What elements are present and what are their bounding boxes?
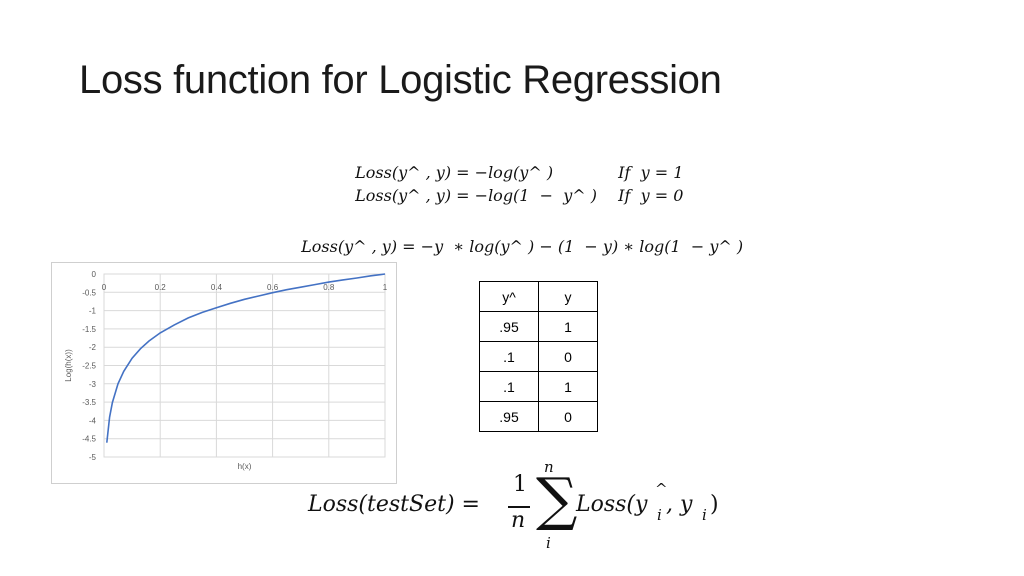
fraction-numerator: 1 bbox=[513, 472, 527, 497]
series-line bbox=[106, 273, 386, 443]
table-header-y: y bbox=[538, 281, 598, 312]
slide-title: Loss function for Logistic Regression bbox=[79, 58, 722, 102]
x-axis-label: h(x) bbox=[238, 462, 252, 471]
condition-y1-text: If y = 1 bbox=[618, 163, 684, 182]
chart-svg: 0 0.2 0.4 0.6 0.8 1 0 -0.5 -1 -1.5 -2 -2.5 -3 -3.5 -4 -… bbox=[64, 270, 388, 471]
y-tick-label: -2 bbox=[89, 343, 97, 352]
test-set-rhs-close: ) bbox=[710, 492, 719, 517]
table-header-row: y^ y bbox=[479, 281, 598, 312]
y-tick-label: -3.5 bbox=[82, 398, 96, 407]
test-set-lhs: Loss(testSet) = bbox=[308, 492, 480, 517]
test-set-rhs: Loss(y bbox=[576, 492, 648, 517]
table-cell: .1 bbox=[479, 371, 539, 402]
fraction-bar bbox=[508, 506, 530, 508]
y-tick-label: -1.5 bbox=[82, 325, 96, 334]
table-row: .1 0 bbox=[479, 341, 598, 372]
condition-y0: If y = 0 bbox=[608, 163, 683, 205]
test-set-rhs-rest: , y bbox=[666, 492, 693, 517]
table-cell: .95 bbox=[479, 401, 539, 432]
table-cell: 1 bbox=[538, 371, 598, 402]
condition-y1: If y = 1 bbox=[608, 140, 683, 182]
table-cell: .95 bbox=[479, 311, 539, 342]
table-cell: .1 bbox=[479, 341, 539, 372]
combined-loss-text: Loss(y^ , y) = −y ∗ log(y^ ) − (1 − y) ∗… bbox=[301, 237, 744, 256]
y-tick-label: -4.5 bbox=[82, 435, 96, 444]
sum-lower-limit: i bbox=[546, 534, 551, 552]
test-set-loss-equation: Loss(testSet) = 1 n n ∑ i Loss(y ^ i , y… bbox=[308, 458, 728, 558]
fraction-denominator: n bbox=[511, 508, 526, 533]
loss-equation-y1: Loss(y^ , y) = −log(y^ ) bbox=[345, 140, 553, 182]
loss-equation-y1-text: Loss(y^ , y) = −log(y^ ) bbox=[355, 163, 554, 182]
table-row: .1 1 bbox=[479, 371, 598, 402]
summation-symbol: ∑ bbox=[536, 465, 578, 533]
y-tick-label: 0 bbox=[92, 270, 97, 279]
table-row: .95 1 bbox=[479, 311, 598, 342]
sum-upper-limit: n bbox=[544, 458, 554, 476]
prediction-table: y^ y .95 1 .1 0 .1 1 .95 0 bbox=[479, 281, 598, 432]
x-tick-label: 0.4 bbox=[211, 283, 223, 292]
rhs-hat: ^ bbox=[655, 480, 668, 498]
x-tick-label: 0.6 bbox=[267, 283, 279, 292]
x-tick-label: 0.8 bbox=[323, 283, 335, 292]
y-tick-label: -3 bbox=[89, 380, 97, 389]
condition-y0-text: If y = 0 bbox=[618, 186, 684, 205]
table-cell: 0 bbox=[538, 341, 598, 372]
table-header-yhat: y^ bbox=[479, 281, 539, 312]
y-tick-label: -0.5 bbox=[82, 288, 96, 297]
x-tick-label: 1 bbox=[383, 283, 388, 292]
table-row: .95 0 bbox=[479, 401, 598, 432]
y-tick-label: -5 bbox=[89, 453, 97, 462]
x-tick-label: 0.2 bbox=[155, 283, 167, 292]
y-axis-label: Log(h(x)) bbox=[64, 349, 73, 382]
y-tick-label: -4 bbox=[89, 416, 97, 425]
loss-equation-y0-text: Loss(y^ , y) = −log(1 − y^ ) bbox=[355, 186, 597, 205]
combined-loss-equation: Loss(y^ , y) = −y ∗ log(y^ ) − (1 − y) ∗… bbox=[291, 214, 743, 256]
x-tick-label: 0 bbox=[102, 283, 107, 292]
y-tick-label: -1 bbox=[89, 307, 97, 316]
table-cell: 0 bbox=[538, 401, 598, 432]
rhs-subscript-2: i bbox=[702, 506, 707, 524]
rhs-subscript-1: i bbox=[657, 506, 662, 524]
table-cell: 1 bbox=[538, 311, 598, 342]
log-loss-chart: 0 0.2 0.4 0.6 0.8 1 0 -0.5 -1 -1.5 -2 -2.5 -3 -3.5 -4 -… bbox=[51, 262, 397, 484]
y-tick-label: -2.5 bbox=[82, 362, 96, 371]
loss-equation-y0: Loss(y^ , y) = −log(1 − y^ ) bbox=[345, 163, 597, 205]
